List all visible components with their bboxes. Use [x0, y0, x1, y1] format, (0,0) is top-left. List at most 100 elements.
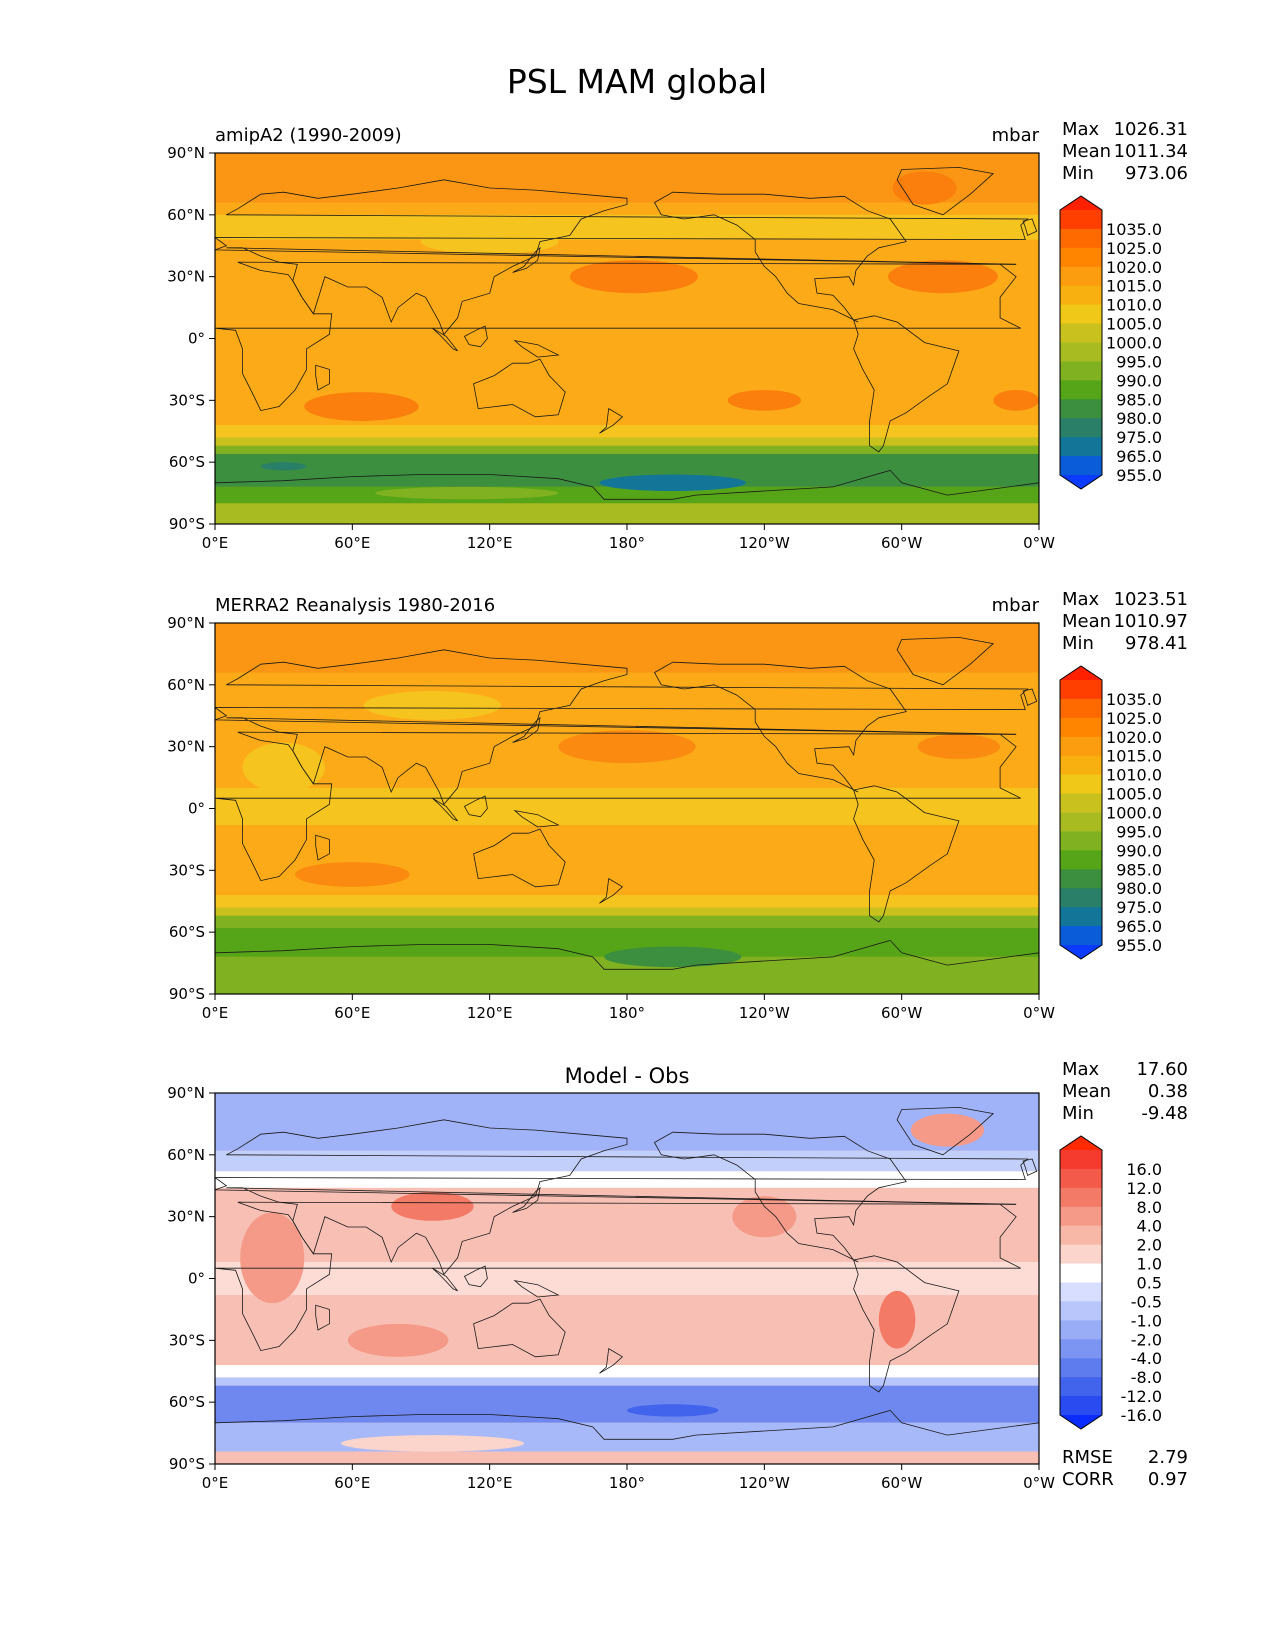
lat-tick-label: 60°S — [169, 453, 205, 471]
lat-tick-label: 30°S — [169, 391, 205, 409]
colorbar-label: 1005.0 — [1106, 315, 1162, 334]
coastline-uk — [1022, 218, 1038, 236]
stat-label: Min — [1062, 1103, 1094, 1124]
colorbar-label: 980.0 — [1116, 879, 1162, 898]
panel-title-left: MERRA2 Reanalysis 1980-2016 — [215, 595, 495, 616]
field-band — [215, 1171, 1039, 1188]
colorbar-label: 1015.0 — [1106, 747, 1162, 766]
stat-label: Max — [1062, 1059, 1100, 1080]
colorbar-segment — [1060, 1150, 1102, 1170]
colorbar-extend-top — [1060, 196, 1102, 210]
stat-value: 1011.34 — [1114, 141, 1188, 162]
lon-tick-label: 0°E — [202, 1004, 229, 1022]
field-blob — [375, 486, 559, 500]
stat-value: 0.97 — [1148, 1469, 1188, 1490]
field-ref — [215, 623, 1039, 994]
field-blob — [732, 1196, 797, 1238]
stat-label: Min — [1062, 163, 1094, 184]
colorbar-segment — [1060, 342, 1102, 362]
field-band — [215, 623, 1039, 673]
coastline-greenland — [896, 1106, 995, 1156]
coastline-australia — [473, 1298, 566, 1358]
coastline-uk — [1022, 1158, 1038, 1176]
coastlines — [215, 636, 1039, 994]
colorbar-segment — [1060, 831, 1102, 851]
colorbar-label: 0.5 — [1137, 1274, 1162, 1293]
stat-label: Mean — [1062, 1081, 1111, 1102]
colorbar-segment — [1060, 888, 1102, 908]
colorbar-label: -2.0 — [1131, 1330, 1162, 1349]
lon-tick-label: 120°W — [739, 1004, 790, 1022]
coastline-ng — [513, 809, 560, 828]
colorbar-label: 955.0 — [1116, 936, 1162, 955]
coastline-borneo — [463, 1265, 488, 1288]
field-band — [215, 445, 1039, 454]
coastline-greenland — [896, 636, 995, 686]
coastline-japan — [512, 1186, 541, 1213]
coastline-uk — [1022, 688, 1038, 706]
field-blob — [347, 1323, 449, 1357]
lon-tick-label: 180° — [609, 1004, 645, 1022]
lon-tick-label: 60°W — [881, 534, 923, 552]
field-blob — [391, 1191, 474, 1221]
colorbar-segment — [1060, 698, 1102, 719]
colorbar-label: 1025.0 — [1106, 239, 1162, 258]
colorbar-segment — [1060, 717, 1102, 738]
coastline-nz — [599, 1347, 624, 1374]
coastline-ng — [513, 1279, 560, 1298]
colorbar-label: 1000.0 — [1106, 804, 1162, 823]
lat-tick-label: 30°N — [167, 738, 205, 756]
lon-tick-label: 60°E — [334, 534, 370, 552]
coastline-nz — [599, 407, 624, 434]
colorbar-label: 975.0 — [1116, 898, 1162, 917]
coastline-antarctica — [215, 1409, 1039, 1464]
field-blob — [569, 260, 698, 294]
stat-label: Max — [1062, 589, 1100, 610]
colorbar-segment — [1060, 361, 1102, 381]
colorbar-label: 1025.0 — [1106, 709, 1162, 728]
lon-tick-label: 0°E — [202, 534, 229, 552]
field-band — [215, 1262, 1039, 1295]
panel-test: 90°N 60°N 30°N 0° 30°S 60°S 90°S0°E 60°E 120°E 18… — [167, 119, 1188, 552]
lon-tick-label: 60°W — [881, 1474, 923, 1492]
coastline-madagascar — [315, 1304, 330, 1331]
stat-value: 17.60 — [1136, 1059, 1188, 1080]
colorbar-label: 2.0 — [1137, 1236, 1162, 1255]
colorbar-segment — [1060, 1320, 1102, 1340]
colorbar-segment — [1060, 1225, 1102, 1246]
colorbar-label: -4.0 — [1131, 1349, 1162, 1368]
field-blob — [627, 1404, 719, 1417]
stat-value: 978.41 — [1125, 633, 1188, 654]
lat-tick-label: 30°N — [167, 1208, 205, 1226]
field-blob — [240, 1212, 305, 1304]
field-blob — [599, 474, 747, 492]
field-blob — [295, 862, 410, 887]
coastline-samerica — [853, 1255, 960, 1393]
lat-tick-label: 0° — [188, 1270, 205, 1288]
coastline-africa — [215, 731, 1021, 882]
figure-title: PSL MAM global — [507, 62, 767, 101]
lat-tick-label: 90°S — [169, 985, 205, 1003]
colorbar-outline — [1059, 1135, 1103, 1430]
coastline-australia — [473, 358, 566, 418]
lon-tick-label: 60°E — [334, 1474, 370, 1492]
coastline-namerica — [653, 661, 907, 793]
field-band — [215, 503, 1039, 524]
field-diff — [215, 1093, 1039, 1464]
colorbar-segment — [1060, 680, 1102, 700]
lat-tick-label: 60°S — [169, 1393, 205, 1411]
colorbar-segment — [1060, 228, 1102, 249]
field-blob — [558, 730, 696, 764]
stat-value: 1010.97 — [1114, 611, 1188, 632]
coastline-japan — [512, 246, 541, 273]
stat-value: 1023.51 — [1114, 589, 1188, 610]
colorbar-segment — [1060, 907, 1102, 927]
coastline-namerica — [653, 191, 907, 323]
colorbar-segment — [1060, 812, 1102, 832]
field-band — [215, 486, 1039, 504]
lat-tick-label: 60°N — [167, 676, 205, 694]
colorbar-extend-top — [1060, 1136, 1102, 1150]
lon-tick-label: 0°W — [1023, 534, 1055, 552]
colorbar-label: 995.0 — [1116, 352, 1162, 371]
lon-tick-label: 180° — [609, 1474, 645, 1492]
